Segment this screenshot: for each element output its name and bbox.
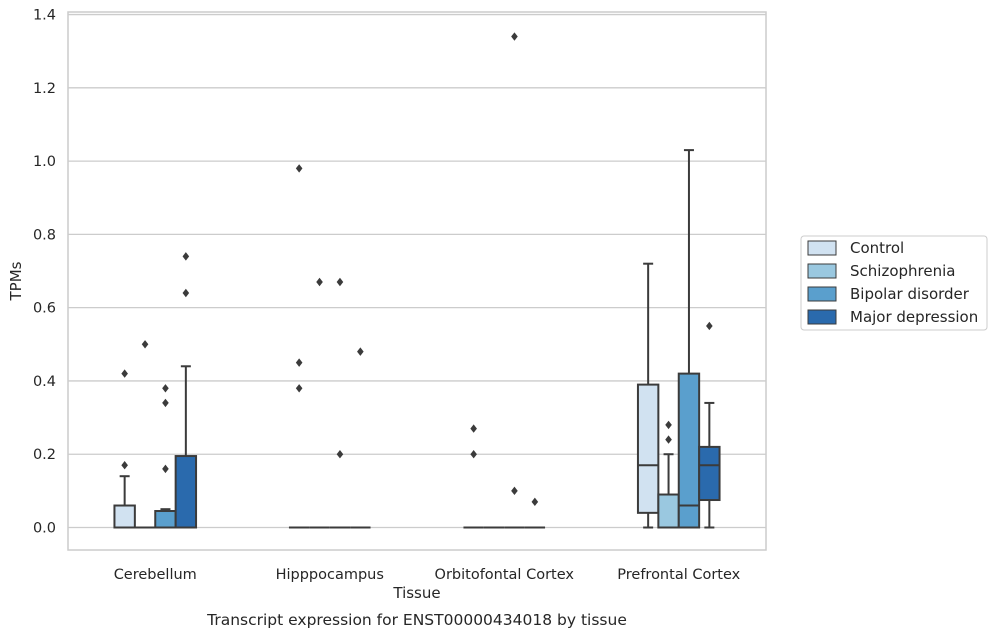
chart-caption: Transcript expression for ENST0000043401… xyxy=(206,611,627,629)
series-bipolar-disorder xyxy=(154,32,701,529)
legend-swatch xyxy=(807,286,837,302)
outlier-point xyxy=(162,464,169,474)
y-tick-label: 1.2 xyxy=(33,81,56,97)
box-element xyxy=(677,149,701,529)
y-tick-labels: 0.0 0.2 0.4 0.6 0.8 1.0 1.2 1.4 xyxy=(33,8,56,537)
series-control xyxy=(113,164,660,529)
outlier-point xyxy=(182,252,190,261)
box-element xyxy=(463,424,484,529)
box-iqr xyxy=(698,445,721,502)
grid-lines xyxy=(68,13,766,529)
box-element xyxy=(350,347,371,529)
outlier-point xyxy=(121,369,128,378)
box-iqr xyxy=(636,383,660,514)
series-major-depression xyxy=(174,252,721,529)
outlier-point xyxy=(470,450,477,459)
outlier-point xyxy=(357,347,364,356)
legend-label: Schizophrenia xyxy=(850,262,955,280)
outlier-point xyxy=(162,398,169,408)
outlier-point xyxy=(336,277,344,287)
legend-frame xyxy=(800,235,988,331)
box-element xyxy=(113,369,136,529)
outlier-point xyxy=(706,321,713,331)
outlier-point xyxy=(665,435,672,444)
y-tick-label: 0.2 xyxy=(33,447,56,463)
box-element xyxy=(288,164,310,529)
outlier-point xyxy=(295,358,303,367)
box-element xyxy=(504,32,525,529)
legend-items: Control Schizophrenia Bipolar disorder Majo… xyxy=(807,239,978,326)
y-tick-label: 1.0 xyxy=(33,154,56,170)
box-element xyxy=(524,497,546,529)
outlier-point xyxy=(295,384,303,393)
legend-label: Major depression xyxy=(850,308,978,326)
legend: Control Schizophrenia Bipolar disorder Majo… xyxy=(800,235,988,331)
x-tick-label: Orbitofontal Cortex xyxy=(435,567,575,583)
outlier-point xyxy=(121,461,128,470)
plot-frame xyxy=(67,11,767,551)
box-element xyxy=(329,277,351,529)
outlier-point xyxy=(470,424,477,433)
outlier-point xyxy=(336,450,344,459)
box-iqr xyxy=(174,455,198,529)
box-element xyxy=(698,321,721,529)
y-tick-label: 0.0 xyxy=(33,521,56,537)
box-element xyxy=(309,277,330,529)
outlier-point xyxy=(316,277,323,287)
x-axis-title: Tissue xyxy=(392,584,440,602)
x-tick-label: Prefrontal Cortex xyxy=(617,567,740,583)
box-iqr xyxy=(154,510,177,529)
outlier-point xyxy=(141,340,149,349)
x-tick-label: Hipppocampus xyxy=(276,567,384,583)
box-iqr xyxy=(113,504,136,529)
outlier-point xyxy=(295,164,303,173)
outlier-point xyxy=(182,288,190,298)
legend-swatch xyxy=(807,240,837,256)
legend-label: Bipolar disorder xyxy=(850,285,970,303)
outlier-point xyxy=(511,32,518,41)
outlier-point xyxy=(665,420,672,430)
y-axis-title: TPMs xyxy=(7,261,25,301)
y-tick-label: 0.4 xyxy=(33,374,56,390)
box-iqr xyxy=(677,372,701,529)
box-element xyxy=(174,252,198,529)
box-element xyxy=(154,384,177,529)
outlier-point xyxy=(511,486,518,496)
x-tick-labels: Cerebellum Hipppocampus Orbitofontal Corte… xyxy=(114,567,741,583)
box-plot-series xyxy=(113,32,721,529)
box-element xyxy=(134,340,156,529)
y-tick-label: 0.8 xyxy=(33,227,56,243)
y-tick-label: 0.6 xyxy=(33,301,56,317)
legend-label: Control xyxy=(850,239,904,257)
box-element xyxy=(657,420,680,529)
outlier-point xyxy=(162,384,169,393)
box-element xyxy=(636,262,660,529)
legend-swatch xyxy=(807,309,837,325)
series-schizophrenia xyxy=(134,277,680,529)
y-tick-label: 1.4 xyxy=(33,8,56,24)
legend-swatch xyxy=(807,263,837,279)
box-iqr xyxy=(657,493,680,529)
x-tick-label: Cerebellum xyxy=(114,567,197,583)
outlier-point xyxy=(531,497,539,507)
